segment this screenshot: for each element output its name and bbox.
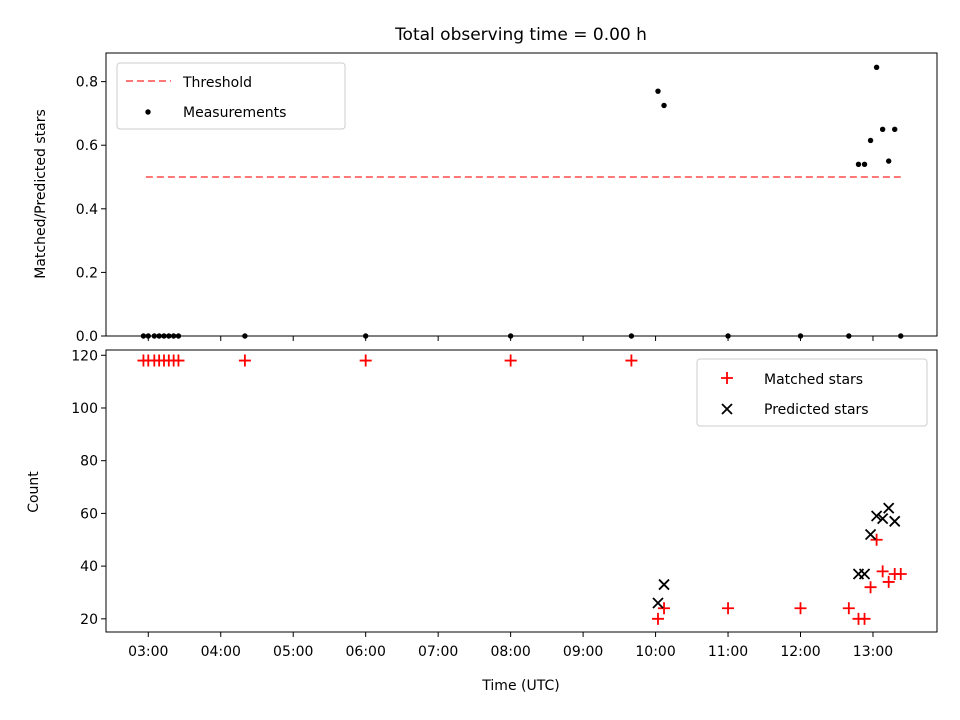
x-tick-label: 09:00: [563, 644, 603, 660]
top-panel: 0.0 0.2 0.4 0.6 0.8 Threshold Measurements: [76, 52, 938, 345]
predicted-stars-point: [864, 528, 877, 541]
top-y-tick-label: 0.8: [76, 75, 98, 91]
bottom-panel: 20 40 60 80 100 120 03:00 04:00 05:00 06:00 07:00…: [71, 348, 938, 660]
x-axis-label: Time (UTC): [481, 678, 559, 694]
measurement-point: [898, 333, 904, 339]
measurement-point: [362, 333, 369, 339]
matched-legend-label: Matched stars: [764, 372, 863, 388]
top-data-marks: [140, 64, 904, 339]
measurement-point: [861, 161, 868, 167]
bottom-y-tick-label: 120: [71, 348, 98, 364]
measurement-point: [151, 333, 158, 339]
measurement-point: [873, 64, 880, 71]
predicted-stars-point: [858, 568, 871, 580]
matched-stars-point: [658, 602, 671, 615]
bottom-y-tick-label: 100: [71, 401, 98, 417]
measurements-legend-marker: [145, 109, 151, 115]
x-tick-label: 12:00: [780, 644, 820, 660]
matched-stars-point: [722, 602, 735, 615]
top-legend-box: [116, 62, 346, 130]
measurement-point: [879, 126, 886, 133]
measurement-point: [145, 333, 151, 339]
measurement-point: [661, 102, 667, 109]
x-tick-label: 04:00: [201, 644, 241, 660]
predicted-stars-point: [877, 513, 889, 525]
matched-stars-point: [172, 354, 185, 367]
measurement-point: [175, 333, 182, 339]
top-plot-frame: [105, 52, 938, 337]
top-y-tick-label: 0.2: [76, 265, 98, 281]
measurement-point: [507, 333, 514, 339]
predicted-legend-marker: [721, 403, 733, 415]
x-tick-label: 06:00: [346, 644, 386, 660]
matched-stars-point: [625, 354, 638, 367]
measurement-point: [242, 333, 248, 339]
matched-stars-point: [651, 612, 664, 625]
matched-stars-point: [858, 612, 871, 625]
bottom-y-tick-label: 40: [80, 559, 98, 575]
matched-stars-point: [870, 533, 883, 546]
matched-stars-point: [864, 581, 877, 594]
measurement-point: [846, 333, 852, 339]
measurement-point: [885, 158, 892, 164]
measurement-point: [140, 333, 147, 339]
predicted-legend-label: Predicted stars: [764, 402, 869, 418]
top-y-tick-label: 0.0: [76, 329, 98, 345]
measurement-point: [161, 333, 167, 339]
measurement-point: [855, 161, 862, 167]
bottom-y-axis-label: Count: [26, 471, 42, 513]
measurement-point: [156, 333, 162, 339]
bottom-x-ticks: 03:00 04:00 05:00 06:00 07:00 08:00 09:00 10:00…: [128, 632, 893, 660]
bottom-legend-box: [696, 358, 928, 427]
measurement-point: [892, 126, 898, 133]
predicted-stars-point: [870, 510, 883, 522]
matched-stars-point: [882, 575, 895, 588]
bottom-y-ticks: 20 40 60 80 100 120: [71, 348, 106, 628]
bottom-plot-frame: [105, 349, 938, 633]
predicted-stars-point: [658, 578, 670, 591]
x-tick-label: 05:00: [273, 644, 313, 660]
measurement-point: [797, 333, 804, 339]
x-tick-label: 10:00: [635, 644, 675, 660]
predicted-stars-point: [889, 515, 901, 527]
bottom-y-tick-label: 80: [80, 454, 98, 470]
measurement-point: [655, 88, 661, 94]
matched-stars-point: [876, 565, 889, 578]
matched-stars-point: [794, 602, 807, 615]
x-tick-label: 03:00: [128, 644, 168, 660]
bottom-y-tick-label: 60: [80, 506, 98, 522]
measurement-point: [166, 333, 172, 339]
x-tick-label: 11:00: [708, 644, 748, 660]
threshold-legend-label: Threshold: [182, 75, 252, 91]
chart-title: Total observing time = 0.00 h: [394, 25, 647, 45]
matched-stars-point: [894, 568, 907, 581]
bottom-y-tick-label: 20: [80, 612, 98, 628]
measurement-point: [725, 333, 731, 339]
measurement-point: [867, 137, 874, 144]
matched-stars-point: [504, 354, 517, 367]
matched-stars-point: [238, 354, 251, 367]
bottom-legend: Matched stars Predicted stars: [696, 358, 928, 427]
predicted-stars-point: [883, 502, 895, 514]
bottom-data-marks: [137, 354, 907, 625]
top-y-axis-label: Matched/Predicted stars: [33, 109, 49, 279]
top-y-ticks: 0.0 0.2 0.4 0.6 0.8: [76, 75, 106, 345]
matched-stars-point: [359, 354, 372, 367]
top-y-tick-label: 0.4: [76, 202, 98, 218]
matched-stars-point: [842, 602, 855, 615]
measurement-point: [170, 333, 177, 339]
measurement-point: [628, 333, 635, 339]
measurements-legend-label: Measurements: [183, 105, 286, 121]
matched-legend-marker: [721, 372, 733, 384]
x-tick-label: 07:00: [418, 644, 458, 660]
x-tick-label: 13:00: [853, 644, 893, 660]
x-tick-label: 08:00: [490, 644, 530, 660]
predicted-stars-point: [652, 597, 664, 609]
top-legend: Threshold Measurements: [116, 62, 346, 130]
top-y-tick-label: 0.6: [76, 138, 98, 154]
